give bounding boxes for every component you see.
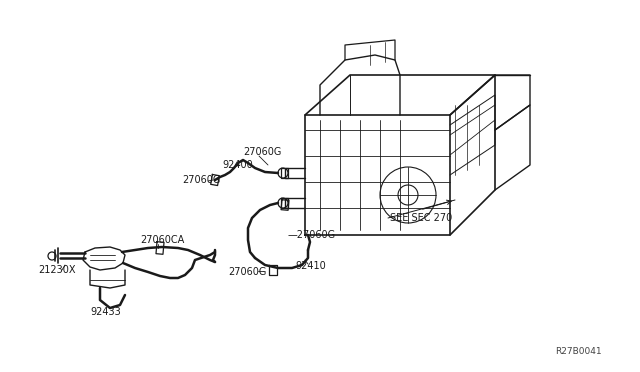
Text: 27060CA: 27060CA: [140, 235, 184, 245]
Text: 27060G: 27060G: [182, 175, 220, 185]
Text: 92433: 92433: [90, 307, 121, 317]
Text: R27B0041: R27B0041: [555, 347, 602, 356]
Text: 21230X: 21230X: [38, 265, 76, 275]
Text: —27060G: —27060G: [288, 230, 336, 240]
Text: 92400: 92400: [222, 160, 253, 170]
Text: 27060G: 27060G: [243, 147, 282, 157]
Text: 92410: 92410: [295, 261, 326, 271]
Text: SEE SEC 270: SEE SEC 270: [390, 213, 452, 223]
Text: 27060G: 27060G: [228, 267, 266, 277]
